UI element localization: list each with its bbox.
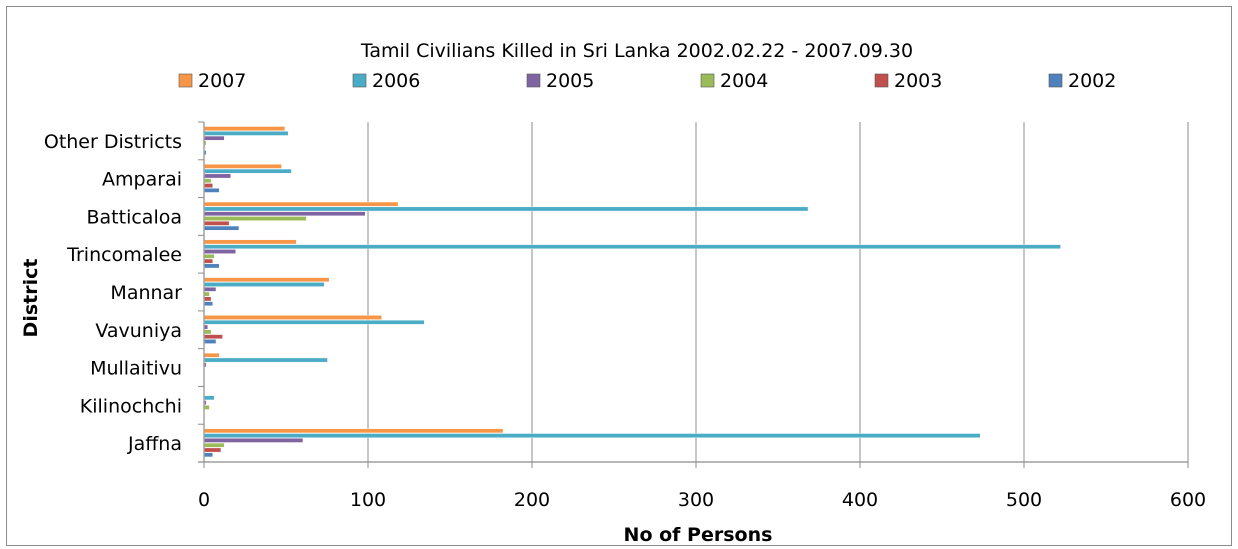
bar-vavuniya-2002: [204, 339, 217, 344]
x-axis-title: No of Persons: [624, 524, 773, 545]
axes: [198, 121, 1189, 468]
legend-swatch-2003: [874, 73, 889, 88]
bar-mannar-2006: [204, 282, 325, 287]
bar-trincomalee-2003: [204, 258, 213, 264]
bar-batticaloa-2005: [204, 211, 366, 217]
x-tick-label-600: 600: [1170, 489, 1206, 511]
legend-swatch-2002: [1048, 73, 1063, 88]
y-axis-title: District: [20, 259, 42, 338]
bar-amparai-2003: [204, 183, 213, 188]
bar-kilinochchi-2006: [204, 395, 215, 401]
bar-trincomalee-2004: [204, 254, 215, 259]
y-tick-label-kilinochchi: Kilinochchi: [80, 395, 182, 417]
bar-jaffna-2004: [204, 442, 225, 448]
bar-other-districts-2006: [204, 131, 289, 136]
bar-kilinochchi-2005: [204, 400, 207, 405]
bar-trincomalee-2002: [204, 263, 220, 269]
bar-batticaloa-2002: [204, 225, 240, 231]
bar-batticaloa-2006: [204, 206, 809, 212]
bar-vavuniya-2004: [204, 329, 212, 335]
bar-jaffna-2002: [204, 452, 213, 458]
legend-swatch-2004: [700, 73, 715, 88]
bar-other-districts-2002: [204, 150, 207, 155]
y-tick-label-batticaloa: Batticaloa: [87, 206, 183, 228]
bar-vavuniya-2005: [204, 324, 208, 330]
bar-other-districts-2007: [204, 126, 286, 131]
bar-trincomalee-2006: [204, 244, 1061, 250]
x-tick-label-100: 100: [350, 489, 386, 511]
bar-mannar-2002: [204, 301, 213, 307]
bar-jaffna-2005: [204, 438, 304, 443]
bar-jaffna-2007: [204, 428, 504, 434]
x-tick-label-300: 300: [678, 489, 714, 511]
bar-amparai-2005: [204, 173, 231, 179]
y-tick-label-trincomalee: Trincomalee: [66, 244, 182, 266]
bar-amparai-2007: [204, 164, 282, 169]
bar-vavuniya-2003: [204, 334, 223, 339]
legend-label-2004: 2004: [720, 70, 768, 92]
bars: [204, 126, 1061, 458]
y-tick-label-other-districts: Other Districts: [44, 131, 182, 153]
bar-other-districts-2004: [204, 140, 207, 146]
bar-jaffna-2006: [204, 433, 981, 438]
y-tick-label-amparai: Amparai: [102, 169, 182, 191]
x-tick-label-200: 200: [514, 489, 550, 511]
bar-batticaloa-2007: [204, 201, 399, 207]
bar-mannar-2007: [204, 277, 330, 283]
x-tick-label-0: 0: [198, 489, 210, 511]
legend-label-2007: 2007: [198, 70, 246, 92]
chart-title: Tamil Civilians Killed in Sri Lanka 2002…: [360, 40, 913, 62]
bar-mullaitivu-2005: [204, 362, 207, 368]
bar-kilinochchi-2004: [204, 405, 210, 410]
bar-mullaitivu-2007: [204, 352, 220, 358]
chart-frame: Tamil Civilians Killed in Sri Lanka 2002…: [6, 6, 1232, 546]
grid-lines: [367, 122, 1189, 468]
legend: 2007 2006 2005 2004 2003 2002: [178, 70, 1116, 92]
y-tick-label-mannar: Mannar: [110, 282, 182, 304]
x-tick-labels: 0 100 200 300 400 500 600: [198, 489, 1206, 511]
bar-mannar-2003: [204, 296, 212, 302]
legend-label-2005: 2005: [546, 70, 594, 92]
bar-amparai-2006: [204, 168, 292, 174]
legend-swatch-2006: [352, 73, 367, 88]
bar-other-districts-2005: [204, 135, 225, 141]
bar-batticaloa-2004: [204, 216, 307, 221]
x-tick-label-400: 400: [842, 489, 878, 511]
x-tick-label-500: 500: [1006, 489, 1042, 511]
bar-trincomalee-2005: [204, 249, 236, 254]
bar-trincomalee-2007: [204, 239, 297, 245]
bar-jaffna-2003: [204, 447, 222, 453]
legend-label-2002: 2002: [1068, 70, 1116, 92]
legend-swatch-2005: [526, 73, 541, 88]
bar-vavuniya-2007: [204, 315, 382, 320]
bar-chart: Tamil Civilians Killed in Sri Lanka 2002…: [20, 40, 1206, 546]
legend-swatch-2007: [178, 73, 193, 88]
bar-mannar-2005: [204, 287, 217, 292]
bar-amparai-2002: [204, 188, 220, 193]
y-tick-label-jaffna: Jaffna: [127, 433, 182, 455]
bar-vavuniya-2006: [204, 319, 425, 325]
y-tick-labels: Jaffna Kilinochchi Mullaitivu Vavuniya Manna…: [44, 131, 182, 455]
y-tick-label-mullaitivu: Mullaitivu: [90, 358, 182, 380]
bar-amparai-2004: [204, 178, 212, 184]
bar-mullaitivu-2006: [204, 357, 328, 363]
y-tick-label-vavuniya: Vavuniya: [95, 320, 182, 342]
legend-label-2006: 2006: [372, 70, 420, 92]
bar-mannar-2004: [204, 291, 210, 297]
bar-batticaloa-2003: [204, 221, 230, 226]
legend-label-2003: 2003: [894, 70, 942, 92]
